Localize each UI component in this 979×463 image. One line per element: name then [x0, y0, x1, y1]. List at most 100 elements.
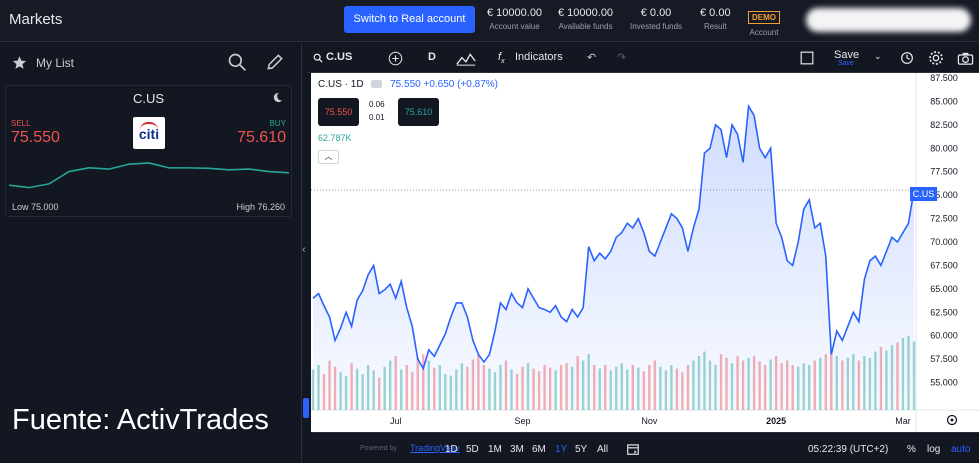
axis-settings-dot — [950, 418, 954, 422]
save-menu-chevron-icon[interactable]: ⌄ — [874, 51, 882, 61]
sell-price-box[interactable]: 75.550 — [318, 98, 359, 126]
log-toggle[interactable]: log — [927, 444, 941, 455]
x-tick-label: Nov — [641, 416, 658, 426]
invested-funds-label: Invested funds — [630, 22, 683, 31]
sell-price[interactable]: 75.550 — [11, 129, 60, 146]
page-title: Markets — [9, 11, 63, 28]
account-label: Account — [749, 28, 779, 37]
account-value-stat: € 10000.00 Account value — [487, 7, 542, 31]
save-subtitle: Save — [838, 60, 854, 67]
chart-toolbar: C.US D fx Indicators ↶ ↷ Save Save ⌄ — [307, 43, 979, 73]
my-list-header[interactable]: My List — [12, 55, 74, 70]
x-tick-label: Jul — [390, 416, 402, 426]
pencil-icon[interactable] — [265, 52, 285, 72]
save-button[interactable]: Save — [834, 49, 860, 61]
clock-time[interactable]: 05:22:39 (UTC+2) — [808, 444, 889, 455]
y-tick-label: 82.500 — [930, 120, 958, 130]
y-tick-label: 72.500 — [930, 214, 958, 224]
invested-funds-value: € 0.00 — [640, 7, 672, 19]
camera-icon[interactable] — [957, 51, 974, 66]
chart-bottom-bar: Powered by TradingView 1D 5D 1M 3M 6M 1Y… — [311, 432, 979, 463]
search-icon[interactable] — [313, 53, 323, 63]
available-funds-stat: € 10000.00 Available funds — [558, 7, 613, 31]
chart-canvas[interactable]: 87.500 85.000 82.500 80.000 77.500 75.000 72.5… — [311, 73, 979, 432]
range-1y[interactable]: 1Y — [555, 444, 568, 455]
collapse-legend-chevron-icon[interactable]: ︿ — [318, 150, 339, 164]
buy-price-box[interactable]: 75.610 — [398, 98, 439, 126]
redacted-user-area — [806, 8, 971, 32]
top-bar: Markets Switch to Real account € 10000.0… — [0, 0, 979, 42]
sell-label: SELL — [11, 119, 31, 128]
moon-icon — [273, 92, 283, 103]
chart-legend: C.US · 1D 75.550 +0.650 (+0.87%) — [318, 79, 498, 90]
result-value: € 0.00 — [700, 7, 731, 19]
available-funds-label: Available funds — [558, 22, 613, 31]
range-6m[interactable]: 6M — [532, 444, 546, 455]
y-tick-label: 77.500 — [930, 167, 958, 177]
result-stat: € 0.00 Result — [700, 7, 731, 31]
collapse-panel-icon[interactable]: ‹ — [302, 244, 306, 256]
range-all[interactable]: All — [597, 444, 609, 455]
sparkline-path — [9, 162, 289, 189]
citi-logo: citi — [133, 117, 165, 149]
low-value: Low 75.000 — [12, 202, 59, 212]
interval-selector[interactable]: D — [428, 51, 436, 63]
x-tick-label: Sep — [515, 416, 531, 426]
gear-icon[interactable] — [928, 50, 944, 66]
price-chart[interactable]: 87.500 85.000 82.500 80.000 77.500 75.000 72.5… — [311, 73, 979, 432]
instrument-card[interactable]: C.US SELL 75.550 citi BUY 75.610 Low 75.… — [5, 85, 292, 217]
redo-icon[interactable]: ↷ — [617, 52, 627, 64]
alert-clock-icon[interactable] — [899, 50, 915, 66]
legend-toggle-icon[interactable] — [371, 80, 383, 89]
buy-label: BUY — [269, 119, 286, 128]
y-tick-label: 62.500 — [930, 307, 958, 317]
spread-top: 0.06 — [369, 100, 385, 109]
layout-icon[interactable] — [800, 51, 814, 65]
legend-symbol: C.US · 1D — [318, 79, 364, 90]
invested-funds-stat: € 0.00 Invested funds — [630, 7, 682, 31]
price-line — [312, 103, 915, 371]
y-tick-label: 80.000 — [930, 143, 958, 153]
switch-real-account-button[interactable]: Switch to Real account — [344, 6, 475, 33]
search-icon[interactable] — [227, 52, 247, 72]
axis-settings-ring — [946, 414, 958, 426]
watchlist-panel: My List C.US SELL 75.550 citi BUY 75.610… — [0, 43, 302, 463]
available-funds-value: € 10000.00 — [558, 7, 614, 19]
y-tick-label: 85.000 — [930, 96, 958, 106]
percent-toggle[interactable]: % — [907, 444, 916, 455]
range-1m[interactable]: 1M — [488, 444, 502, 455]
axis-settings-icon — [946, 414, 958, 426]
x-tick-label: 2025 — [766, 416, 786, 426]
symbol-search[interactable]: C.US — [326, 51, 353, 63]
auto-toggle[interactable]: auto — [951, 444, 971, 455]
tradingview-link[interactable]: TradingView — [410, 443, 460, 453]
demo-badge: DEMO — [748, 11, 780, 24]
range-1d[interactable]: 1D — [445, 444, 458, 455]
result-label: Result — [703, 22, 727, 31]
my-list-label: My List — [36, 55, 75, 70]
undo-icon[interactable]: ↶ — [587, 52, 597, 64]
y-tick-label: 75.000 — [930, 190, 958, 200]
source-caption: Fuente: ActivTrades — [12, 404, 269, 436]
date-range-icon[interactable] — [626, 442, 640, 456]
card-symbol: C.US — [132, 91, 165, 106]
sparkline — [9, 162, 289, 189]
account-value: € 10000.00 — [487, 7, 543, 19]
current-price-label: C.US — [910, 187, 937, 201]
watchlist-actions — [227, 52, 285, 72]
scrollbar[interactable] — [303, 398, 309, 418]
y-tick-label: 70.000 — [930, 237, 958, 247]
range-5y[interactable]: 5Y — [575, 444, 588, 455]
account-menu[interactable]: DEMO Account — [748, 7, 780, 37]
buy-price[interactable]: 75.610 — [237, 129, 286, 146]
range-3m[interactable]: 3M — [510, 444, 524, 455]
citi-logo-text: citi — [138, 126, 160, 142]
compare-add-icon[interactable] — [388, 51, 403, 66]
indicators-button[interactable]: Indicators — [515, 51, 563, 63]
y-tick-label: 57.500 — [930, 354, 958, 364]
y-tick-label: 65.000 — [930, 284, 958, 294]
y-tick-label: 60.000 — [930, 331, 958, 341]
chart-style-icon[interactable] — [456, 51, 476, 66]
range-5d[interactable]: 5D — [466, 444, 479, 455]
fx-icon: fx — [498, 51, 505, 66]
